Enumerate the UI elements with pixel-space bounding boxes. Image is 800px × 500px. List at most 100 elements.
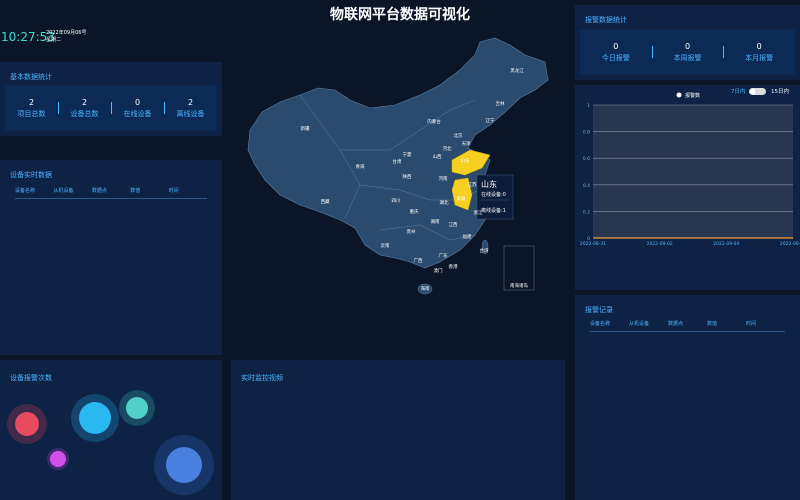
divider — [58, 102, 59, 114]
clock: 10:27:53 — [1, 30, 55, 44]
province-label: 天津 — [462, 140, 471, 147]
borders — [379, 224, 476, 241]
alarm-count-panel: 设备报警次数 — [0, 360, 222, 500]
stats-row: 0 今日报警 0 本周报警 0 本月报警 — [580, 30, 795, 74]
stat-value: 0 — [134, 98, 141, 107]
x-tick-label: 2022-09-04 — [713, 241, 739, 247]
highlight-shandong — [451, 149, 491, 176]
stat-label: 在线设备 — [123, 110, 152, 118]
column-header: 设备名称 — [15, 188, 36, 194]
x-tick-label: 2022-09-02 — [647, 241, 673, 247]
panel-title: 实时监控视频 — [241, 374, 283, 382]
y-tick-label: 0.4 — [583, 183, 590, 189]
range-toggle[interactable]: 7日内 — [731, 87, 746, 95]
stat-label: 设备总数 — [70, 110, 99, 118]
y-tick-label: 0.8 — [583, 130, 590, 136]
column-header: 从机设备 — [629, 321, 650, 327]
province-label: 西藏 — [321, 198, 330, 205]
province-label: 河北 — [443, 145, 452, 152]
panel-title: 设备报警次数 — [10, 374, 52, 382]
stat: 2 项目总数 — [5, 98, 58, 119]
y-tick-label: 1 — [587, 103, 590, 109]
bubble — [50, 451, 66, 467]
province-label: 江苏 — [468, 181, 477, 188]
province-label: 山西 — [433, 153, 442, 160]
tooltip-title: 山东 — [481, 179, 497, 189]
video-panel: 实时监控视频 — [231, 360, 565, 500]
panel-title: 报警记录 — [585, 306, 613, 314]
province-label: 湖南 — [431, 218, 440, 225]
stat: 0 本月报警 — [723, 42, 795, 63]
legend-marker — [676, 92, 682, 98]
tooltip-line: 离线设备:1 — [481, 207, 506, 214]
tooltip-line: 在线设备:0 — [481, 191, 506, 198]
column-header: 数值 — [707, 321, 718, 327]
legend-label: 报警数 — [685, 92, 700, 99]
china-map: 新疆西藏青海甘肃内蒙古黑龙江吉林辽宁北京天津河北山西山东河南陕西宁夏四川重庆湖北… — [247, 37, 549, 295]
taiwan-shape — [481, 239, 489, 255]
bubbles — [7, 390, 214, 495]
column-header: 数值 — [130, 188, 141, 194]
panel-title: 基本数据统计 — [10, 73, 52, 81]
stat: 0 本周报警 — [652, 42, 724, 63]
province-label: 安徽 — [457, 195, 466, 202]
south-sea-box — [503, 245, 535, 291]
country-shape — [247, 37, 549, 269]
province-label: 山东 — [461, 157, 470, 164]
stat: 0 今日报警 — [580, 42, 652, 63]
x-tick-label: 2022-08-31 — [580, 241, 606, 247]
table-header: 设备名称 从机设备 数据点 数值 时间 — [590, 320, 785, 332]
province-label: 辽宁 — [486, 117, 495, 124]
divider — [723, 46, 725, 58]
province-label: 陕西 — [403, 173, 412, 180]
province-label: 湖北 — [440, 199, 449, 206]
bubble — [15, 412, 39, 436]
stat-label: 本月报警 — [745, 54, 774, 62]
province-label: 广东 — [439, 252, 448, 259]
province-label: 青海 — [356, 163, 365, 170]
tooltip-box — [476, 174, 514, 220]
stat: 2 离线设备 — [164, 98, 217, 119]
column-header: 数据点 — [91, 188, 107, 194]
panel-title: 报警数据统计 — [585, 16, 627, 24]
column-header: 时间 — [168, 188, 179, 194]
province-label: 南海诸岛 — [510, 282, 528, 289]
province-label: 四川 — [392, 198, 401, 204]
y-tick-label: 0 — [587, 236, 590, 242]
divider — [651, 46, 653, 58]
province-label: 甘肃 — [393, 158, 402, 165]
province-label: 吉林 — [496, 100, 505, 107]
bubble — [166, 447, 202, 483]
column-header: 时间 — [746, 321, 757, 327]
stat-value: 0 — [613, 42, 619, 51]
borders — [340, 99, 476, 151]
basic-stats-panel: 基本数据统计 2 项目总数 2 设备总数 0 在线设备 2 离线设备 — [0, 62, 222, 136]
province-label: 贵州 — [407, 228, 416, 235]
stat-label: 离线设备 — [176, 110, 205, 118]
range-toggle[interactable]: 15日内 — [771, 87, 789, 95]
province-label: 海南 — [421, 285, 430, 292]
stat-value: 0 — [756, 42, 762, 51]
divider — [111, 102, 112, 114]
divider — [164, 102, 165, 114]
province-label: 云南 — [381, 242, 390, 249]
alarm-records-panel: 报警记录 设备名称 从机设备 数据点 数值 时间 — [575, 295, 800, 500]
column-header: 从机设备 — [53, 188, 74, 194]
alarm-stats-panel: 报警数据统计 0 今日报警 0 本周报警 0 本月报警 — [575, 5, 800, 80]
stat-value: 2 — [81, 98, 88, 107]
province-label: 重庆 — [410, 208, 419, 215]
province-label: 广西 — [414, 257, 423, 264]
province-label: 北京 — [454, 132, 463, 139]
table-header: 设备名称 从机设备 数据点 数值 时间 — [15, 187, 207, 199]
column-header: 设备名称 — [590, 321, 611, 327]
bubble — [79, 402, 111, 434]
province-label: 河南 — [439, 175, 448, 182]
stat: 0 在线设备 — [111, 98, 164, 119]
borders — [299, 94, 361, 219]
province-label: 福建 — [463, 233, 472, 240]
stat-value: 0 — [684, 42, 691, 51]
province-label: 黑龙江 — [510, 67, 524, 74]
device-data-panel: 设备实时数据 设备名称 从机设备 数据点 数值 时间 — [0, 160, 222, 355]
page-title: 物联网平台数据可视化 — [330, 7, 470, 23]
alarm-chart: 0 0.2 0.4 0.6 0.8 1 2022-08-31 2022-09-02 2022-0… — [580, 87, 800, 247]
